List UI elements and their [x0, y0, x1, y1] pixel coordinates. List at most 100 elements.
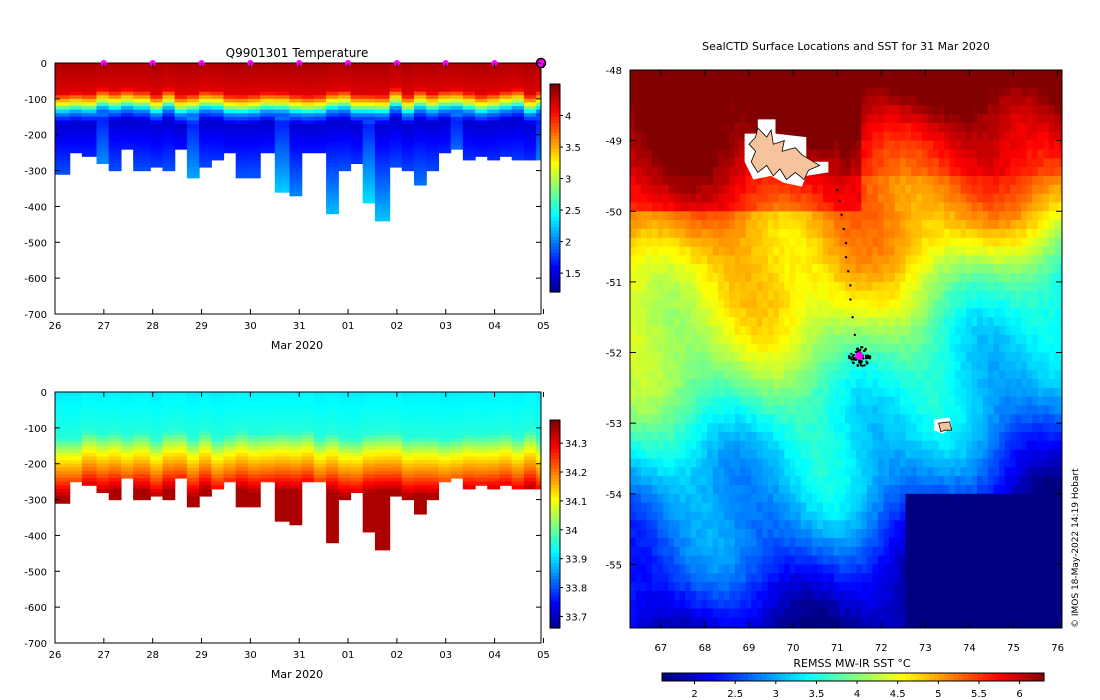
sst-row [630, 458, 1062, 468]
colorbar-tick-label: 34.3 [565, 439, 587, 450]
colorbar-cell [550, 517, 560, 522]
y-tick-label: 0 [41, 59, 47, 70]
colorbar-cell [550, 178, 560, 183]
track-point [844, 241, 848, 245]
track-point [864, 347, 867, 351]
colorbar-tick-label: 2.5 [727, 689, 743, 700]
x-tick-label: 02 [391, 650, 404, 661]
colorbar-cell [550, 446, 560, 450]
profile-column [211, 63, 225, 161]
colorbar-cell [824, 673, 830, 681]
y-tick-label: -300 [24, 496, 47, 507]
temperature-colorbar: 4 3.5 3 2.5 2 1.5 [549, 83, 581, 293]
track-point [847, 354, 851, 358]
colorbar-cell [810, 673, 816, 681]
profile-column [81, 63, 98, 157]
y-tick-label: -200 [24, 460, 47, 471]
salinity-colorbar: 34.3 34.2 34.1 34 33.9 33.8 33.7 [549, 419, 587, 629]
sst-field [630, 70, 1062, 628]
profile-column [350, 392, 364, 493]
sst-row [630, 131, 1062, 142]
profile-column [186, 392, 200, 508]
colorbar-cell [1029, 673, 1036, 681]
colorbar-cell [550, 155, 560, 160]
track-point [861, 364, 864, 367]
y-tick-label: -200 [24, 131, 47, 142]
track-point [863, 364, 866, 367]
colorbar-cell [709, 673, 716, 681]
sst-row [630, 440, 1062, 451]
colorbar-cell [862, 673, 868, 681]
profile-column [426, 392, 440, 501]
sst-row [630, 396, 1062, 407]
colorbar-cell [929, 673, 935, 681]
colorbar-tick-label: 34.1 [565, 497, 587, 508]
colorbar-cell [550, 249, 560, 254]
colorbar-cell [1005, 673, 1012, 681]
colorbar-cell [550, 285, 560, 290]
colorbar-tick-label: 2.5 [565, 206, 581, 217]
colorbar-cell [853, 673, 859, 681]
colorbar-cell [550, 272, 560, 277]
sst-row [630, 193, 1062, 204]
profile-column [69, 63, 83, 154]
colorbar-cell [738, 673, 744, 681]
colorbar-cell [550, 598, 560, 603]
profile-column [186, 63, 200, 179]
colorbar-cell [550, 472, 560, 476]
colorbar-cell [550, 288, 560, 293]
colorbar-cell [550, 524, 560, 528]
colorbar-cell [550, 266, 560, 270]
mcdonald-island [938, 421, 953, 433]
colorbar-cell [550, 84, 560, 88]
colorbar-cell [986, 673, 993, 681]
sst-row [630, 167, 1062, 177]
y-tick-label: -700 [24, 639, 47, 650]
temperature-title: Q9901301 Temperature [226, 46, 369, 60]
colorbar-cell [700, 673, 706, 681]
colorbar-cell [550, 488, 560, 493]
profile-column [511, 392, 525, 490]
sst-row [630, 370, 1062, 380]
colorbar-cell [550, 520, 560, 525]
colorbar-cell [550, 106, 560, 111]
x-tick-label: 28 [146, 650, 159, 661]
lon-tick-label: 75 [1007, 643, 1020, 654]
y-tick-label: -500 [24, 238, 47, 249]
colorbar-cell [934, 673, 940, 681]
colorbar-tick-label: 34.2 [565, 468, 587, 479]
sst-row [630, 590, 1062, 601]
x-tick-label: 31 [293, 650, 306, 661]
track-point [859, 348, 862, 352]
profile-column [313, 63, 327, 154]
colorbar-cell [948, 673, 954, 681]
heard-island [748, 127, 821, 181]
profile-column [326, 63, 339, 215]
sst-row [630, 617, 1062, 627]
colorbar-cell [891, 673, 897, 681]
colorbar-cell [550, 504, 560, 509]
colorbar-cell [550, 171, 560, 176]
x-tick-label: 26 [49, 650, 62, 661]
colorbar-tick-label: 2 [565, 238, 571, 249]
sst-row [630, 70, 1062, 80]
profile-column [260, 63, 276, 154]
sst-row [630, 343, 1062, 354]
x-tick-label: 02 [391, 321, 404, 332]
colorbar-cell [1015, 673, 1021, 681]
x-tick-label: 27 [97, 321, 110, 332]
profile-column [326, 392, 339, 544]
lat-tick-label: -48 [606, 66, 622, 77]
islands [744, 119, 953, 434]
sst-row [630, 149, 1062, 159]
sst-row [630, 387, 1062, 398]
sst-row [630, 511, 1062, 521]
colorbar-cell [550, 256, 560, 261]
colorbar-cell [550, 442, 560, 447]
colorbar-cell [704, 673, 711, 681]
profile-column [55, 63, 71, 175]
profile-column [414, 392, 427, 515]
profile-column [462, 63, 476, 161]
colorbar-tick-label: 33.8 [565, 584, 587, 595]
